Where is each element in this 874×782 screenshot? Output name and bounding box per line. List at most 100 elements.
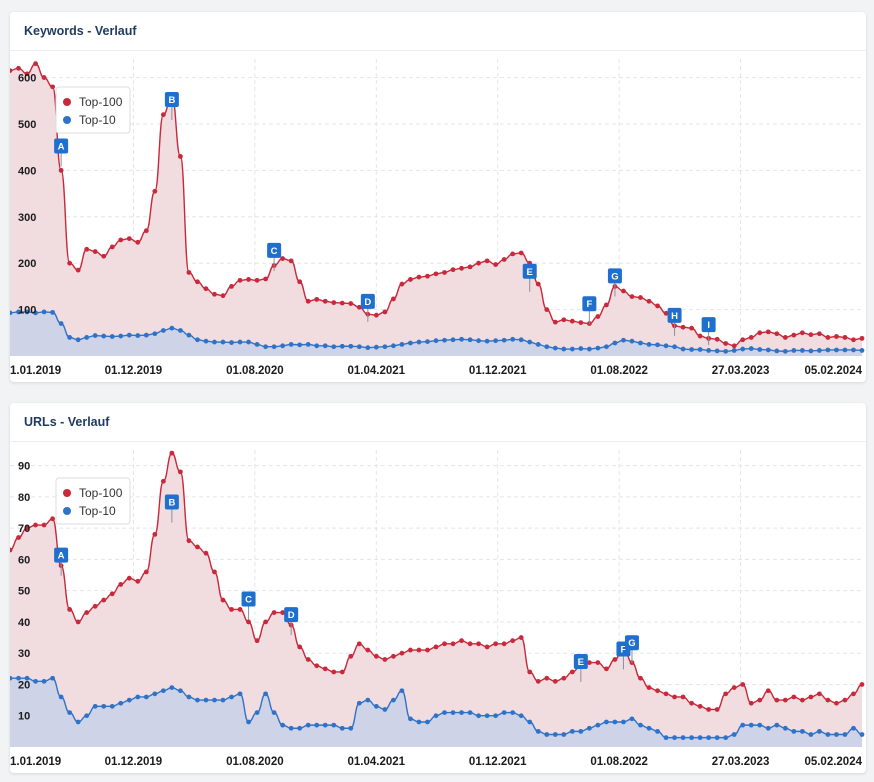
top10-point[interactable] <box>246 339 251 345</box>
top10-point[interactable] <box>569 346 575 352</box>
top100-point[interactable] <box>135 239 141 245</box>
top100-point[interactable] <box>152 532 158 537</box>
annotation-marker-b[interactable]: B <box>164 92 179 121</box>
top100-point[interactable] <box>569 669 575 675</box>
top100-point[interactable] <box>41 75 47 80</box>
top100-point[interactable] <box>135 578 141 584</box>
top10-point[interactable] <box>416 719 422 725</box>
top100-point[interactable] <box>476 260 481 266</box>
top100-point[interactable] <box>10 547 13 553</box>
top10-point[interactable] <box>263 344 268 350</box>
top10-point[interactable] <box>493 713 499 719</box>
top100-point[interactable] <box>544 307 550 312</box>
top100-point[interactable] <box>382 657 388 662</box>
top100-point[interactable] <box>859 682 865 687</box>
top10-point[interactable] <box>237 339 243 345</box>
top10-point[interactable] <box>476 338 481 344</box>
top10-point[interactable] <box>586 346 592 352</box>
top100-point[interactable] <box>101 253 107 259</box>
top10-point[interactable] <box>459 710 464 716</box>
top100-point[interactable] <box>663 310 669 316</box>
top10-point[interactable] <box>425 719 430 725</box>
top100-point[interactable] <box>305 298 311 304</box>
top10-point[interactable] <box>288 341 294 347</box>
top10-point[interactable] <box>160 328 166 333</box>
top10-point[interactable] <box>757 347 763 352</box>
top100-point[interactable] <box>33 522 38 528</box>
annotation-marker-f[interactable]: F <box>582 296 597 325</box>
top10-point[interactable] <box>280 343 286 349</box>
top100-point[interactable] <box>518 635 524 640</box>
top100-point[interactable] <box>817 331 822 337</box>
top100-point[interactable] <box>186 270 192 275</box>
top100-point[interactable] <box>50 84 55 90</box>
top100-point[interactable] <box>220 597 226 603</box>
top10-point[interactable] <box>152 331 158 337</box>
top100-point[interactable] <box>280 610 286 615</box>
top100-point[interactable] <box>84 246 90 252</box>
top10-point[interactable] <box>621 719 626 725</box>
top10-point[interactable] <box>842 732 848 737</box>
top100-point[interactable] <box>271 610 277 615</box>
top10-point[interactable] <box>280 722 286 728</box>
top10-point[interactable] <box>305 722 311 728</box>
top10-point[interactable] <box>135 333 141 338</box>
top10-point[interactable] <box>169 685 175 690</box>
top100-point[interactable] <box>373 312 379 318</box>
top10-point[interactable] <box>595 345 601 351</box>
top100-point[interactable] <box>765 329 771 335</box>
top100-point[interactable] <box>459 265 464 271</box>
top100-point[interactable] <box>757 330 763 336</box>
top10-point[interactable] <box>212 697 217 703</box>
annotation-marker-b[interactable]: B <box>164 494 179 523</box>
top100-point[interactable] <box>510 251 516 257</box>
top10-point[interactable] <box>212 339 217 345</box>
top10-point[interactable] <box>544 732 550 737</box>
top100-point[interactable] <box>416 647 422 653</box>
top10-point[interactable] <box>271 710 277 716</box>
top100-point[interactable] <box>92 603 98 609</box>
top100-point[interactable] <box>305 657 311 662</box>
top100-point[interactable] <box>41 522 47 528</box>
top100-point[interactable] <box>621 288 626 294</box>
top100-point[interactable] <box>24 525 30 531</box>
top100-point[interactable] <box>16 535 21 540</box>
top10-point[interactable] <box>706 348 712 353</box>
top100-point[interactable] <box>84 610 90 615</box>
top10-point[interactable] <box>433 713 439 719</box>
top10-point[interactable] <box>834 732 839 737</box>
legend-label[interactable]: Top-100 <box>79 486 123 500</box>
top100-point[interactable] <box>493 262 499 267</box>
top10-point[interactable] <box>450 710 456 716</box>
top100-point[interactable] <box>638 295 643 300</box>
top10-point[interactable] <box>16 309 21 315</box>
top100-point[interactable] <box>484 644 490 650</box>
top10-point[interactable] <box>586 725 592 731</box>
top100-point[interactable] <box>842 335 848 340</box>
top10-point[interactable] <box>126 332 132 338</box>
top100-point[interactable] <box>817 691 822 697</box>
top10-point[interactable] <box>373 703 379 709</box>
top10-point[interactable] <box>748 346 754 351</box>
top10-point[interactable] <box>169 325 175 331</box>
top10-point[interactable] <box>740 346 746 352</box>
top100-point[interactable] <box>527 669 533 675</box>
top100-point[interactable] <box>578 320 584 325</box>
top10-point[interactable] <box>109 703 115 709</box>
top100-point[interactable] <box>339 669 345 675</box>
top100-point[interactable] <box>212 569 217 575</box>
top100-point[interactable] <box>203 550 209 556</box>
top100-point[interactable] <box>425 273 430 279</box>
top100-point[interactable] <box>10 68 13 74</box>
legend-label[interactable]: Top-100 <box>79 95 123 109</box>
top100-point[interactable] <box>740 682 746 687</box>
top10-point[interactable] <box>195 697 200 703</box>
top10-point[interactable] <box>118 700 124 706</box>
top100-point[interactable] <box>663 691 669 697</box>
top100-point[interactable] <box>433 644 439 650</box>
top10-point[interactable] <box>774 722 780 728</box>
top10-point[interactable] <box>186 332 192 338</box>
top100-point[interactable] <box>689 700 694 706</box>
top100-point[interactable] <box>646 685 652 690</box>
top10-point[interactable] <box>160 688 166 694</box>
